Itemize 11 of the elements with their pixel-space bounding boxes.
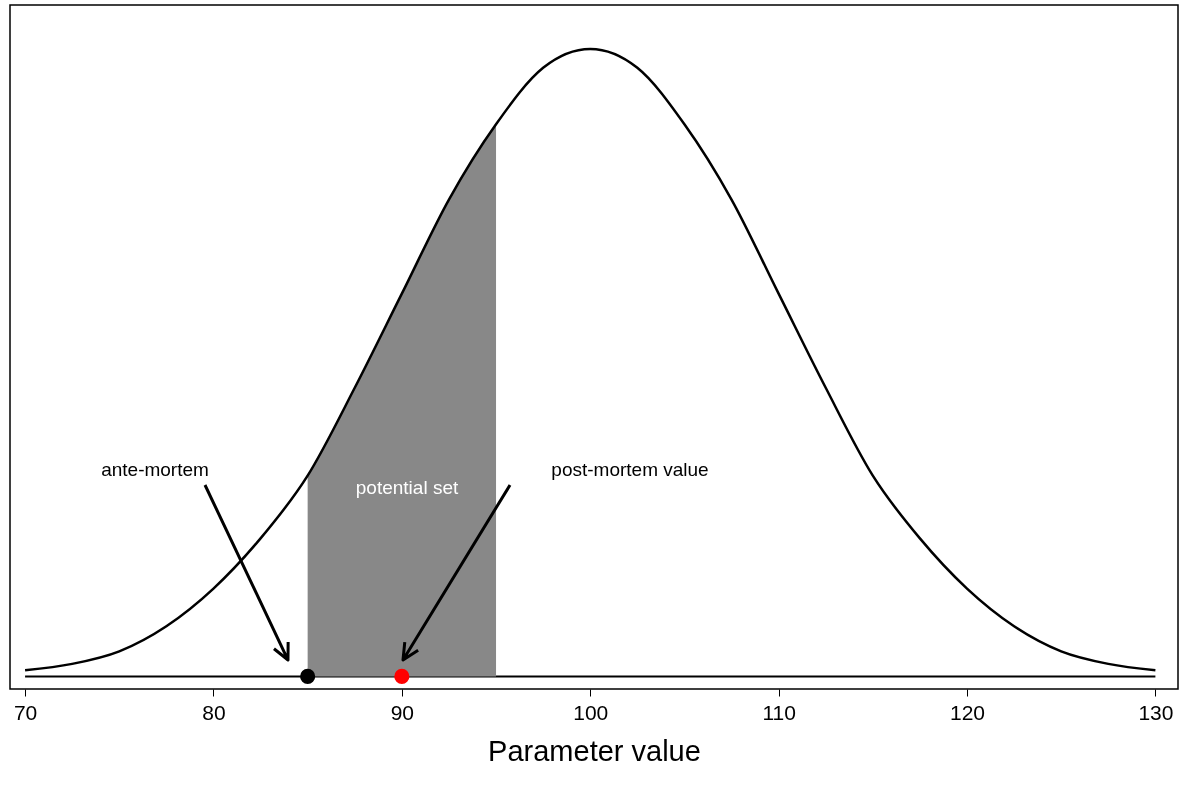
x-tick-label: 70	[13, 700, 38, 724]
annotation: post-mortem value	[551, 459, 709, 480]
x-tick-label: 90	[390, 700, 415, 724]
annotation: ante-mortem	[101, 459, 209, 480]
x-tick-label: 120	[949, 700, 986, 724]
x-tick-label: 80	[202, 700, 226, 724]
x-axis-title: Parameter value	[488, 734, 701, 767]
annotation: potential set	[355, 477, 459, 498]
x-tick-label: 110	[762, 700, 796, 724]
x-tick-label: 100	[573, 700, 609, 724]
x-tick-label: 130	[1138, 700, 1174, 724]
